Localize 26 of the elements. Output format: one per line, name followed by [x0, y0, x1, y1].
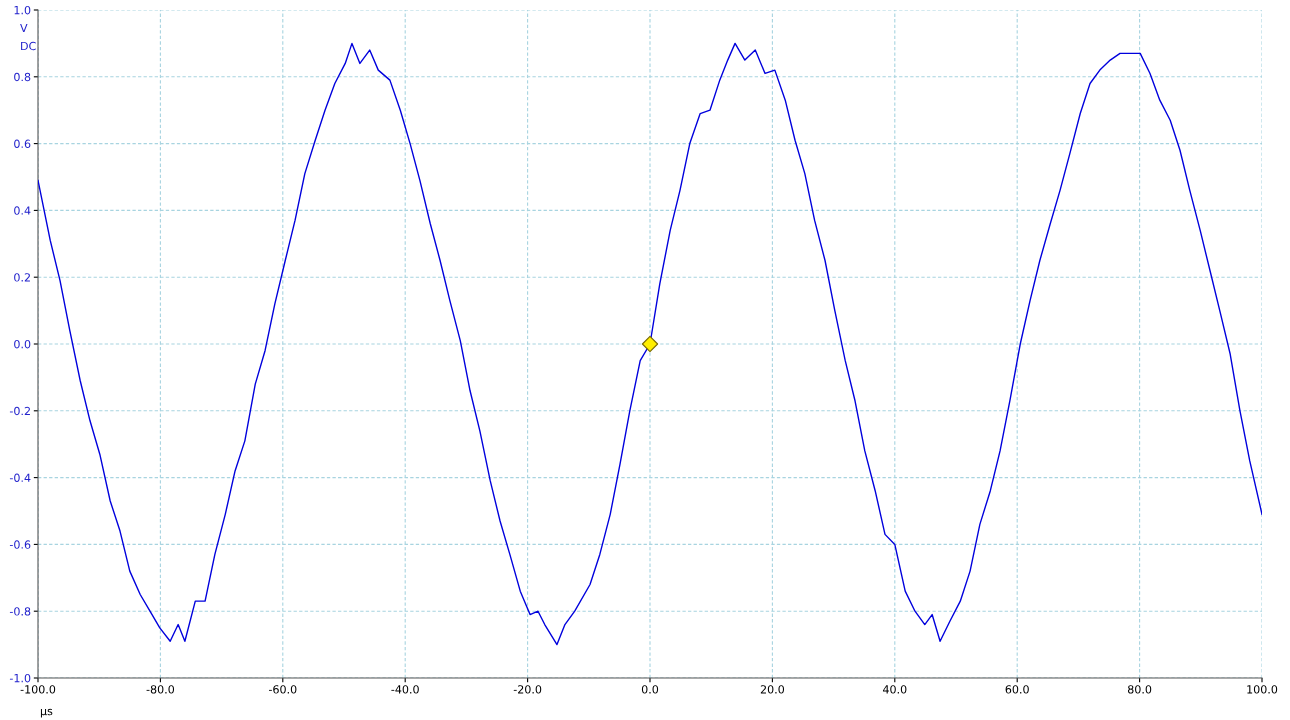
- x-tick-label: 60.0: [1005, 685, 1029, 694]
- y-tick-label: -0.4: [9, 473, 31, 482]
- x-tick-label: 100.0: [1247, 685, 1278, 694]
- x-tick-label: 40.0: [882, 685, 907, 694]
- x-tick-label: -60.0: [268, 685, 297, 694]
- x-tick-label: 80.0: [1127, 685, 1152, 694]
- text: DC: [21, 41, 36, 51]
- y-tick-label: 1.0: [14, 5, 31, 15]
- line-series: [38, 42, 1262, 646]
- y-tick-label: 0.4: [14, 206, 31, 215]
- x-tick-label: 20.0: [760, 685, 785, 694]
- y-tick-label: 0.2: [14, 273, 30, 282]
- y-tick-label: 0.6: [14, 139, 31, 148]
- y-tick-label: -0.2: [9, 406, 30, 416]
- x-tick-label: -80.0: [146, 685, 175, 694]
- y-tick-label: -0.6: [9, 540, 31, 549]
- y-axis-title: V: [20, 23, 28, 33]
- x-tick-label: -100.0: [20, 685, 56, 694]
- y-tick-label: 0.8: [14, 72, 31, 82]
- x-tick-label: 0.0: [641, 685, 659, 694]
- x-axis-title: µs: [40, 708, 53, 718]
- y-tick-label: 0.0: [14, 339, 31, 349]
- x-tick-label: -40.0: [391, 685, 419, 694]
- y-tick-label: -1.0: [9, 673, 31, 683]
- y-tick-label: -0.8: [9, 607, 31, 616]
- x-tick-label: -20.0: [513, 685, 542, 694]
